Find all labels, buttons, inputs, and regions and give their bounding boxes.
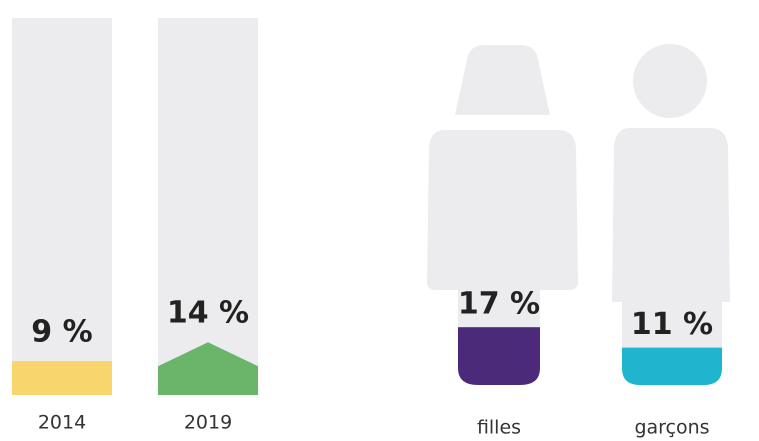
value-label: 9 % (31, 315, 92, 350)
bar (12, 361, 112, 395)
bar-track (12, 18, 112, 395)
category-label: garçons (634, 417, 709, 439)
value-label: 17 % (458, 287, 540, 322)
fill-level (612, 347, 730, 385)
bar-track (158, 18, 258, 395)
figure-fill (612, 347, 730, 385)
value-label: 14 % (167, 296, 249, 331)
category-label: 2019 (184, 412, 232, 434)
value-label: 11 % (631, 307, 713, 342)
category-label: 2014 (38, 412, 86, 434)
category-label: filles (477, 417, 521, 439)
bar (158, 342, 258, 395)
